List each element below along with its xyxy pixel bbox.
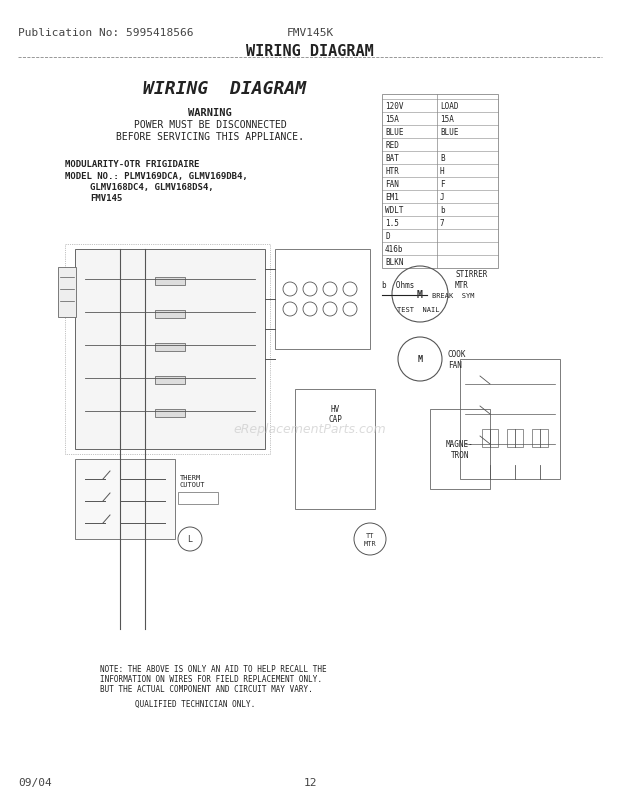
Text: GLMV168DC4, GLMV168DS4,: GLMV168DC4, GLMV168DS4,: [90, 183, 214, 192]
Text: H: H: [440, 167, 445, 176]
Bar: [155, 343, 185, 351]
Text: L: L: [187, 535, 192, 544]
Bar: [178, 492, 218, 504]
Text: b  Ohms: b Ohms: [382, 281, 414, 290]
Text: M: M: [417, 355, 422, 364]
Text: M: M: [417, 290, 423, 300]
Text: 7: 7: [440, 219, 445, 228]
Bar: [155, 410, 185, 418]
Text: BREAK  SYM: BREAK SYM: [432, 293, 474, 298]
Text: WIRING  DIAGRAM: WIRING DIAGRAM: [143, 80, 306, 98]
Text: POWER MUST BE DISCONNECTED: POWER MUST BE DISCONNECTED: [134, 119, 286, 130]
Text: BEFORE SERVICING THIS APPLIANCE.: BEFORE SERVICING THIS APPLIANCE.: [116, 132, 304, 142]
Bar: [295, 390, 375, 509]
Bar: [155, 376, 185, 384]
Text: BLKN: BLKN: [385, 257, 404, 267]
Text: b: b: [440, 206, 445, 215]
Text: HTR: HTR: [385, 167, 399, 176]
Bar: [460, 359, 560, 480]
Text: WIRING DIAGRAM: WIRING DIAGRAM: [246, 44, 374, 59]
Text: 15A: 15A: [440, 115, 454, 124]
Text: LOAD: LOAD: [440, 102, 459, 111]
Bar: [75, 460, 175, 539]
Text: 120V: 120V: [385, 102, 404, 111]
Text: HV
CAP: HV CAP: [328, 404, 342, 424]
Text: 15A: 15A: [385, 115, 399, 124]
Text: D: D: [385, 232, 389, 241]
Text: TT
MTR: TT MTR: [363, 533, 376, 546]
Bar: [65, 245, 270, 455]
Text: 12: 12: [303, 777, 317, 787]
Text: BAT: BAT: [385, 154, 399, 163]
Text: MODULARITY-OTR FRIGIDAIRE: MODULARITY-OTR FRIGIDAIRE: [65, 160, 200, 168]
Bar: [75, 249, 265, 449]
Text: J: J: [440, 192, 445, 202]
Text: COOK
FAN: COOK FAN: [448, 350, 466, 369]
Text: FAN: FAN: [385, 180, 399, 188]
Text: WDLT: WDLT: [385, 206, 404, 215]
Text: INFORMATION ON WIRES FOR FIELD REPLACEMENT ONLY.: INFORMATION ON WIRES FOR FIELD REPLACEME…: [100, 674, 322, 683]
Text: BLUE: BLUE: [440, 128, 459, 137]
Bar: [430, 410, 490, 489]
Text: F: F: [440, 180, 445, 188]
Text: EM1: EM1: [385, 192, 399, 202]
Text: BLUE: BLUE: [385, 128, 404, 137]
Bar: [482, 429, 498, 448]
Text: 09/04: 09/04: [18, 777, 51, 787]
Bar: [155, 310, 185, 318]
Bar: [58, 268, 76, 318]
Text: FMV145K: FMV145K: [286, 28, 334, 38]
Text: B: B: [440, 154, 445, 163]
Bar: [507, 429, 523, 448]
Text: NOTE: THE ABOVE IS ONLY AN AID TO HELP RECALL THE: NOTE: THE ABOVE IS ONLY AN AID TO HELP R…: [100, 664, 327, 673]
Text: STIRRER
MTR: STIRRER MTR: [455, 270, 487, 290]
Text: WARNING: WARNING: [188, 107, 232, 118]
Text: TEST  NAIL: TEST NAIL: [397, 306, 440, 313]
Bar: [275, 249, 370, 350]
Bar: [382, 95, 498, 269]
Bar: [532, 429, 548, 448]
Text: BUT THE ACTUAL COMPONENT AND CIRCUIT MAY VARY.: BUT THE ACTUAL COMPONENT AND CIRCUIT MAY…: [100, 684, 312, 693]
Text: THERM
CUTOUT: THERM CUTOUT: [180, 475, 205, 488]
Bar: [155, 277, 185, 286]
Text: MAGNE-
TRON: MAGNE- TRON: [446, 439, 474, 459]
Text: MODEL NO.: PLMV169DCA, GLMV169DB4,: MODEL NO.: PLMV169DCA, GLMV169DB4,: [65, 172, 248, 180]
Text: Publication No: 5995418566: Publication No: 5995418566: [18, 28, 193, 38]
Text: RED: RED: [385, 141, 399, 150]
Text: eReplacementParts.com: eReplacementParts.com: [234, 423, 386, 436]
Text: 416b: 416b: [385, 245, 404, 253]
Text: 1.5: 1.5: [385, 219, 399, 228]
Text: FMV145: FMV145: [90, 194, 122, 203]
Text: QUALIFIED TECHNICIAN ONLY.: QUALIFIED TECHNICIAN ONLY.: [135, 699, 255, 708]
